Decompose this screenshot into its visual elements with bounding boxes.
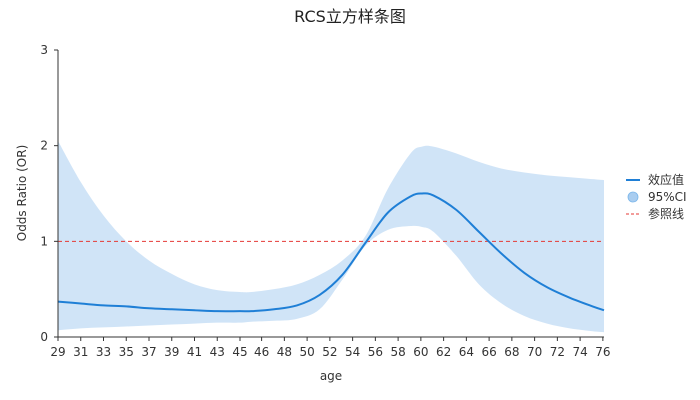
series-line-0 (57, 192, 605, 313)
x-tick-label: 43 (210, 345, 225, 359)
x-tick-label: 58 (390, 345, 405, 359)
x-tick-label: 50 (299, 345, 314, 359)
x-tick-label: 35 (119, 345, 134, 359)
x-tick-label: 41 (187, 345, 202, 359)
x-tick-label: 62 (436, 345, 451, 359)
y-axis-label: Odds Ratio (OR) (15, 145, 29, 242)
x-axis-ticks: 29 31 33 35 37 39 41 43 45 46 48 50 52 54 56 58 60 62 64 66… (50, 337, 611, 359)
x-tick-label: 37 (141, 345, 156, 359)
x-tick-label: 72 (550, 345, 565, 359)
legend: 效应值 95%CI 参照线 (626, 172, 687, 221)
legend-label-ci: 95%CI (648, 190, 687, 204)
x-tick-label: 60 (413, 345, 428, 359)
x-tick-label: 52 (322, 345, 337, 359)
x-tick-label: 39 (164, 345, 179, 359)
x-tick-label: 74 (572, 345, 587, 359)
x-tick-label: 31 (73, 345, 88, 359)
chart-title: RCS立方样条图 (294, 7, 406, 26)
legend-label-effect: 效应值 (648, 172, 684, 187)
x-tick-label: 70 (527, 345, 542, 359)
confidence-band (58, 140, 604, 333)
x-tick-label: 46 (254, 345, 269, 359)
x-axis-label: age (320, 369, 342, 383)
x-tick-label: 56 (368, 345, 383, 359)
x-tick-label: 68 (504, 345, 519, 359)
y-tick-label: 3 (40, 43, 48, 57)
x-tick-label: 45 (232, 345, 247, 359)
x-tick-label: 54 (345, 345, 360, 359)
y-tick-label: 2 (40, 139, 48, 153)
effect-line-layer (57, 192, 605, 313)
x-tick-label: 64 (459, 345, 474, 359)
x-tick-label: 33 (96, 345, 111, 359)
x-tick-label: 48 (277, 345, 292, 359)
x-tick-label: 66 (481, 345, 496, 359)
x-tick-label: 29 (50, 345, 65, 359)
y-tick-label: 0 (40, 330, 48, 344)
confidence-band-layer (58, 140, 604, 333)
x-tick-label: 76 (595, 345, 610, 359)
legend-label-ref: 参照线 (648, 206, 684, 221)
legend-ci-swatch (627, 191, 639, 203)
y-tick-label: 1 (40, 234, 48, 248)
y-axis-ticks: 0 1 2 3 (40, 43, 58, 344)
